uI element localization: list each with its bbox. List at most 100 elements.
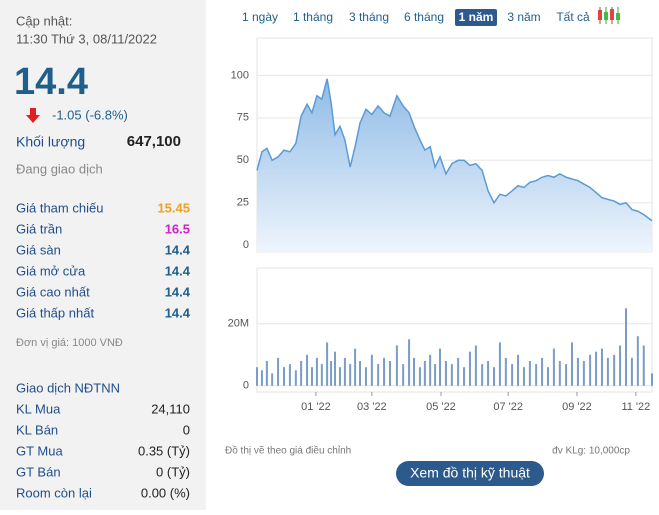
volume-bar — [434, 364, 437, 386]
volume-bar — [487, 361, 490, 386]
x-tick-label: 07 '22 — [493, 401, 523, 413]
foreign-value: 0 — [183, 422, 190, 437]
volume-bar — [558, 361, 561, 386]
volume-bar — [651, 373, 653, 386]
volume-bar — [481, 364, 484, 386]
volume-bar — [354, 348, 357, 386]
volume-bar — [630, 357, 633, 386]
volume-bar — [517, 354, 520, 386]
volume-bar — [320, 364, 323, 386]
price-value: 14.4 — [165, 305, 191, 320]
volume-bar — [288, 364, 291, 386]
foreign-value: 24,110 — [151, 401, 190, 416]
volume-label: Khối lượng — [16, 134, 85, 150]
volume-bar — [265, 361, 268, 386]
volume-bar — [300, 361, 303, 386]
volume-bar — [498, 342, 501, 386]
y-tick-label: 75 — [237, 112, 249, 124]
foreign-label: GT Mua — [16, 443, 63, 458]
volume-bar — [571, 342, 574, 386]
price-label: Giá sàn — [16, 242, 61, 257]
foreign-label: GT Bán — [16, 464, 61, 479]
volume-bar — [282, 367, 285, 386]
price-value: 14.4 — [165, 284, 191, 299]
candlestick-icon[interactable] — [598, 7, 620, 24]
volume-bar — [613, 354, 616, 386]
tab[interactable]: 6 tháng — [404, 10, 444, 24]
x-tick-label: 05 '22 — [426, 401, 456, 413]
price-value: 14.4 — [165, 263, 191, 278]
volume-bar — [444, 361, 447, 386]
volume-bar — [511, 364, 514, 386]
volume-bar — [457, 357, 460, 386]
volume-bar — [315, 357, 318, 386]
volume-bar — [364, 367, 367, 386]
price-value: 15.45 — [157, 200, 190, 215]
x-tick-label: 03 '22 — [357, 401, 387, 413]
volume-bar — [636, 336, 639, 386]
volume-bar — [582, 361, 585, 386]
volume-bar — [493, 367, 495, 386]
button-label[interactable]: Xem đồ thị kỹ thuật — [410, 465, 530, 481]
foreign-label: KL Bán — [16, 422, 58, 437]
volume-value: 647,100 — [127, 133, 181, 150]
volume-bar — [463, 367, 466, 386]
volume-bar — [338, 367, 341, 386]
volume-bar — [576, 357, 579, 386]
price-area — [257, 78, 652, 252]
foreign-value: 0.35 (Tỷ) — [138, 443, 190, 458]
volume-bar — [395, 345, 398, 386]
status: Đang giao dịch — [16, 161, 103, 176]
y-tick-label: 100 — [231, 69, 249, 81]
volume-bar — [642, 345, 645, 386]
volume-bar — [408, 339, 411, 386]
volume-bar — [439, 348, 442, 386]
volume-bar — [541, 357, 544, 386]
volume-bar — [468, 351, 471, 386]
volume-bar — [429, 354, 432, 386]
adjusted-note: Đồ thị vẽ theo giá điều chỉnh — [225, 445, 351, 457]
x-tick-label: 09 '22 — [562, 401, 592, 413]
foreign-title: Giao dịch NĐTNN — [16, 380, 120, 395]
volume-bar — [256, 367, 258, 386]
volume-bar — [306, 354, 309, 386]
volume-bar — [552, 348, 555, 386]
tab[interactable]: 1 ngày — [242, 10, 278, 24]
volume-bar — [589, 354, 592, 386]
tab[interactable]: 3 năm — [507, 10, 540, 24]
volume-bar — [423, 361, 426, 386]
price-value: 14.4 — [165, 242, 191, 257]
price-label: Giá tham chiếu — [16, 200, 103, 215]
volume-bar — [535, 364, 538, 386]
volume-bar — [528, 361, 531, 386]
volume-bar — [402, 364, 405, 386]
volume-bar — [334, 351, 337, 386]
price-line — [256, 78, 653, 222]
change: -1.05 (-6.8%) — [52, 107, 128, 122]
tab[interactable]: Tất cả — [556, 10, 590, 24]
price-label: Giá thấp nhất — [16, 305, 94, 320]
y-tick-label: 0 — [243, 239, 249, 251]
y-tick-label: 50 — [237, 154, 249, 166]
volume-bar — [504, 357, 507, 386]
foreign-value: 0.00 (%) — [141, 485, 190, 500]
foreign-value: 0 (Tỷ) — [156, 464, 190, 479]
volume-bar — [310, 367, 313, 386]
technical-chart-button[interactable] — [396, 461, 544, 486]
tab[interactable]: 1 năm — [459, 10, 494, 24]
volume-bar — [260, 370, 263, 386]
y-tick-label: 20M — [228, 318, 249, 330]
volume-bar — [359, 361, 362, 386]
volume-bar — [330, 361, 333, 386]
y-tick-label: 25 — [237, 197, 249, 209]
update-time: 11:30 Thứ 3, 08/11/2022 — [16, 31, 157, 46]
tab[interactable]: 3 tháng — [349, 10, 389, 24]
price-value: 16.5 — [165, 221, 190, 236]
volume-bar — [383, 357, 386, 386]
update-label: Cập nhật: — [16, 13, 72, 28]
down-arrow — [26, 108, 40, 123]
active-tab-bg[interactable] — [455, 9, 497, 26]
foreign-label: Room còn lại — [16, 485, 92, 500]
volume-bar — [595, 351, 598, 386]
tab[interactable]: 1 tháng — [293, 10, 333, 24]
